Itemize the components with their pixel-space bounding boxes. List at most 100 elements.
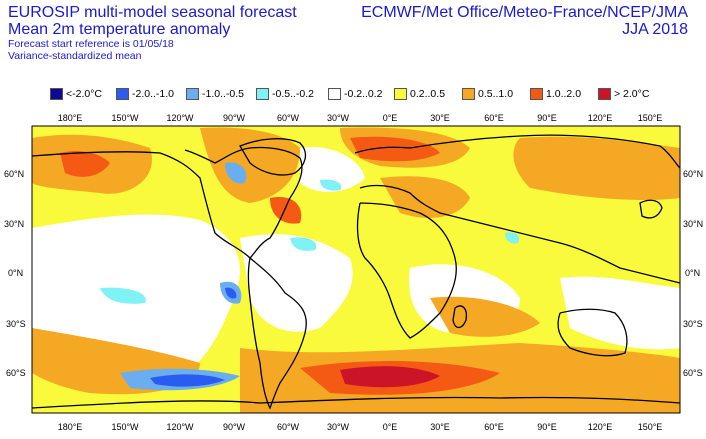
lon-label: 180°E	[58, 113, 83, 123]
legend-label: <-2.0°C	[66, 88, 103, 100]
greenland-coast	[239, 138, 307, 176]
legend-label: -0.5..-0.2	[272, 88, 315, 100]
legend-swatch	[50, 88, 63, 100]
legend-item: -0.2..0.2	[328, 88, 394, 100]
cold-area-east-pacific	[225, 287, 237, 299]
legend-swatch	[530, 88, 543, 100]
lon-labels-bottom: 180°E 150°W 120°W 90°W 60°W 30°W 0°E 30°…	[58, 422, 663, 432]
lon-label: 30°E	[430, 113, 450, 123]
cool-area-north-atlantic	[320, 179, 342, 191]
lon-label: 150°W	[111, 422, 139, 432]
lon-label: 60°W	[277, 113, 300, 123]
madagascar-coast	[452, 305, 468, 329]
lat-label: 60°S	[6, 368, 26, 378]
eurasia-north-coast	[354, 134, 681, 169]
color-legend: <-2.0°C -2.0..-1.0 -1.0..-0.5 -0.5..-0.2…	[50, 86, 658, 102]
cool-area-arabian-sea	[505, 232, 520, 244]
variance-note: Variance-standardized mean	[8, 50, 142, 62]
lat-label: 30°S	[683, 319, 703, 329]
legend-item: 0.5..1.0	[462, 88, 530, 100]
legend-swatch	[116, 88, 129, 100]
legend-swatch	[462, 88, 475, 100]
japan-coast	[639, 199, 663, 219]
forecast-start: Forecast start reference is 01/05/18	[8, 38, 174, 50]
hot-area-north-pacific	[60, 151, 110, 177]
lon-label: 90°W	[223, 113, 246, 123]
lon-label: 120°E	[588, 113, 613, 123]
legend-swatch	[186, 88, 199, 100]
header-right: ECMWF/Met Office/Meteo-France/NCEP/JMA J…	[361, 4, 688, 38]
lat-label: 30°N	[4, 219, 24, 229]
lon-label: 120°W	[166, 113, 194, 123]
legend-item: <-2.0°C	[50, 88, 116, 100]
lon-label: 90°W	[223, 422, 246, 432]
lat-labels-left: 60°N 30°N 0°N 30°S 60°S	[4, 169, 26, 378]
lon-label: 150°E	[638, 113, 663, 123]
legend-label: -0.2..0.2	[344, 88, 383, 100]
cool-area-hudson	[225, 162, 247, 184]
legend-item: -0.5..-0.2	[256, 88, 328, 100]
lon-label: 90°E	[537, 113, 557, 123]
australia-coast	[557, 308, 628, 357]
lon-label: 120°W	[166, 422, 194, 432]
warm-area-asia	[513, 136, 680, 200]
legend-item: 0.2..0.5	[394, 88, 462, 100]
lat-label: 60°N	[683, 169, 703, 179]
cool-area-tropical-atlantic	[290, 237, 317, 251]
header-left: EUROSIP multi-model seasonal forecast Me…	[8, 4, 297, 62]
legend-label: > 2.0°C	[614, 88, 650, 100]
legend-item: 1.0..2.0	[530, 88, 598, 100]
eurasia-south-coast	[359, 184, 681, 284]
warm-area-greenland	[200, 127, 300, 203]
hot-area-scandinavia	[350, 136, 440, 162]
lon-label: 30°W	[327, 113, 350, 123]
lat-label: 0°N	[685, 268, 700, 278]
legend-item: -1.0..-0.5	[186, 88, 256, 100]
lon-label: 0°E	[383, 422, 398, 432]
lon-label: 30°W	[327, 422, 350, 432]
lat-label: 30°N	[683, 219, 703, 229]
lon-label: 120°E	[588, 422, 613, 432]
legend-swatch	[256, 88, 269, 100]
lon-label: 30°E	[430, 422, 450, 432]
lat-label: 0°N	[8, 268, 23, 278]
lon-labels-top: 180°E 150°W 120°W 90°W 60°W 30°W 0°E 30°…	[58, 113, 663, 123]
africa-coast	[356, 202, 457, 339]
lat-label: 60°S	[683, 368, 703, 378]
centres-label: ECMWF/Met Office/Meteo-France/NCEP/JMA	[361, 4, 688, 21]
world-map: 180°E 150°W 120°W 90°W 60°W 30°W 0°E 30°…	[4, 113, 703, 432]
hot-area-atlantic	[270, 197, 302, 224]
legend-label: -1.0..-0.5	[202, 88, 245, 100]
season-label: JJA 2018	[622, 21, 688, 38]
legend-label: -2.0..-1.0	[132, 88, 175, 100]
cool-area-central-pacific	[100, 287, 146, 304]
neutral-area-north-atlantic	[300, 147, 365, 193]
legend-swatch	[598, 88, 611, 100]
lat-labels-right: 60°N 30°N 0°N 30°S 60°S	[683, 169, 703, 378]
lon-label: 150°W	[111, 113, 139, 123]
map-frame	[31, 125, 681, 414]
lon-label: 60°E	[484, 113, 504, 123]
lon-label: 0°E	[383, 113, 398, 123]
lon-label: 180°E	[58, 422, 83, 432]
legend-item: > 2.0°C	[598, 88, 658, 100]
map-variable: Mean 2m temperature anomaly	[8, 21, 231, 38]
antarctica-coast	[31, 396, 681, 409]
neutral-area-west-pacific	[560, 276, 680, 350]
lon-label: 60°E	[484, 422, 504, 432]
very-hot-area	[340, 366, 440, 388]
neutral-area-atlantic	[240, 234, 353, 332]
legend-swatch	[328, 88, 341, 100]
lon-label: 90°E	[537, 422, 557, 432]
lat-label: 60°N	[4, 169, 24, 179]
coastlines	[31, 134, 681, 410]
lon-label: 150°E	[638, 422, 663, 432]
anomaly-field	[32, 126, 680, 413]
map-title: EUROSIP multi-model seasonal forecast	[8, 4, 297, 21]
legend-item: -2.0..-1.0	[116, 88, 186, 100]
lon-label: 60°W	[277, 422, 300, 432]
cold-area-south-pacific	[150, 374, 225, 387]
legend-label: 0.2..0.5	[410, 88, 446, 100]
south-america-coast	[247, 257, 307, 410]
legend-label: 0.5..1.0	[478, 88, 514, 100]
